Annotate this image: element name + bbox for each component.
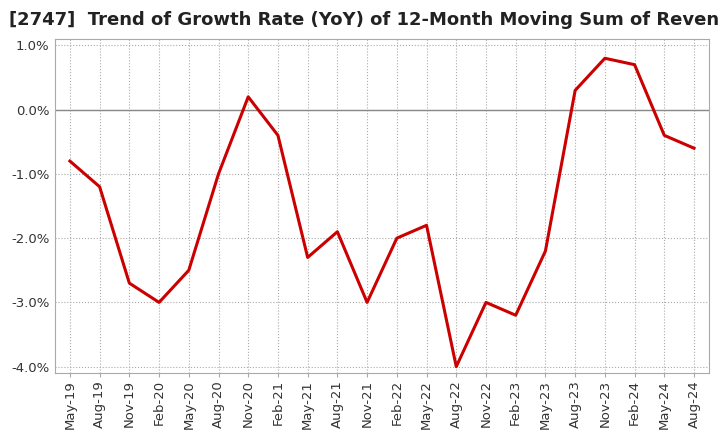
Title: [2747]  Trend of Growth Rate (YoY) of 12-Month Moving Sum of Revenues: [2747] Trend of Growth Rate (YoY) of 12-… <box>9 11 720 29</box>
